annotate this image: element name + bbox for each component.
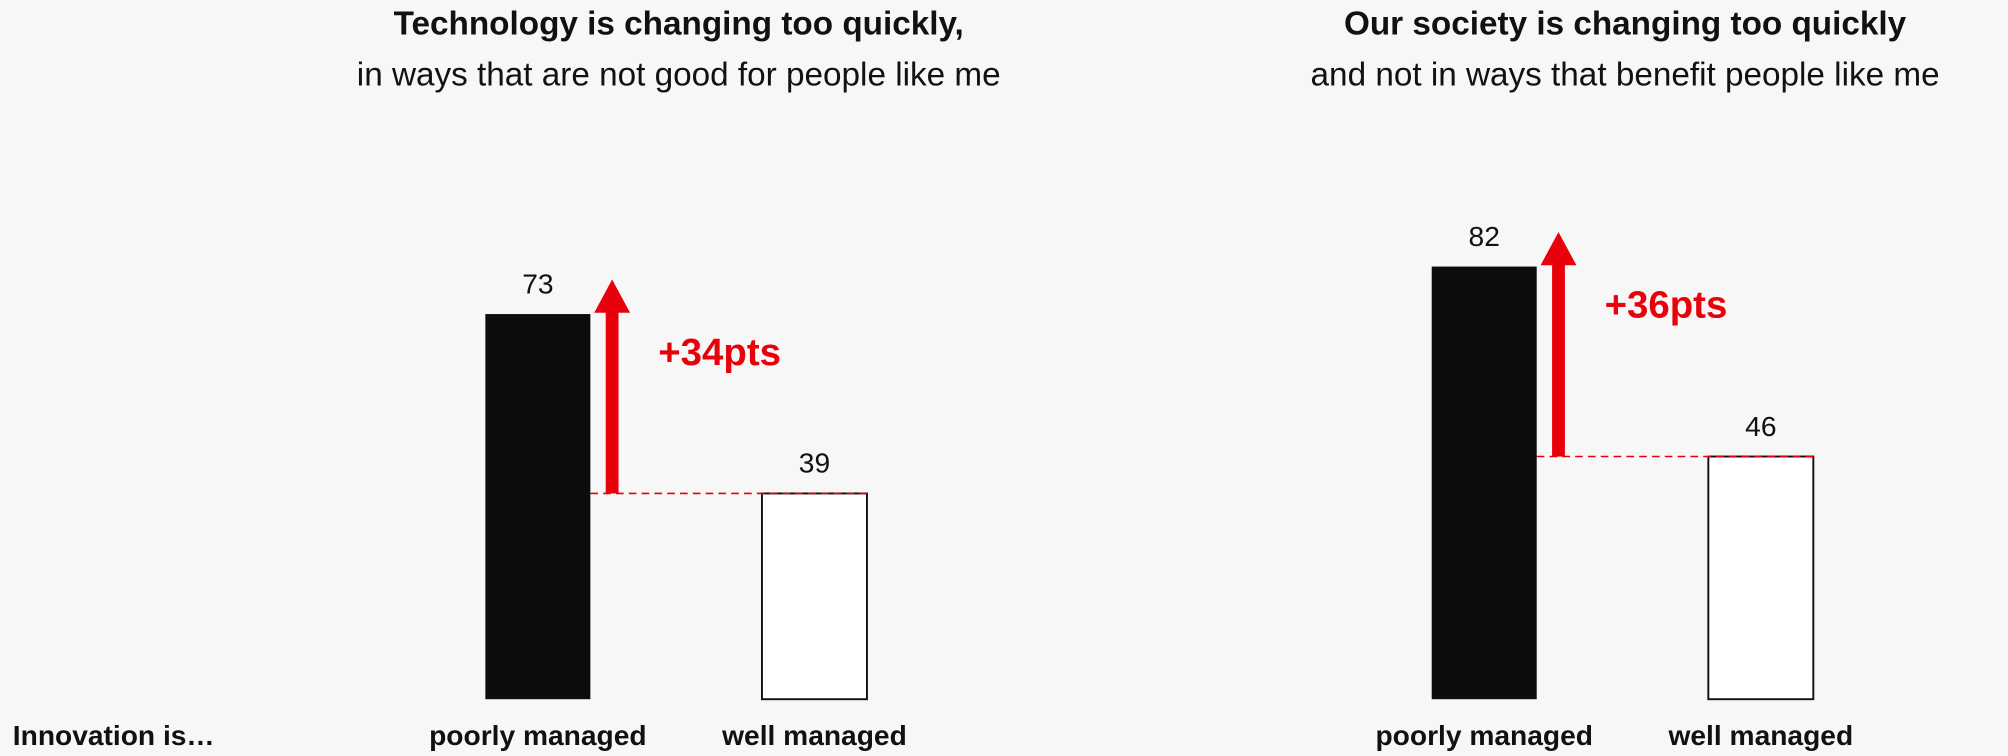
category-label: well managed	[721, 719, 907, 751]
chart-subtitle: in ways that are not good for people lik…	[357, 57, 1001, 94]
annotation: +34pts	[658, 331, 781, 374]
value-label: 46	[1745, 410, 1776, 442]
bar	[485, 314, 591, 700]
category-axis-label: Innovation is…	[13, 719, 215, 751]
bar	[1431, 266, 1537, 700]
category-label: well managed	[1668, 719, 1854, 751]
value-label: 82	[1469, 220, 1500, 252]
arrow-shaft	[605, 308, 619, 494]
chart-subtitle: and not in ways that benefit people like…	[1311, 57, 1940, 94]
category-label: poorly managed	[429, 719, 646, 751]
chart-title: Our society is changing too quickly	[1344, 5, 1907, 42]
arrow-head	[594, 279, 631, 313]
arrow-head	[1540, 231, 1577, 266]
bar	[760, 492, 868, 701]
value-label: 73	[522, 267, 553, 299]
value-label: 39	[799, 447, 830, 479]
category-label: poorly managed	[1375, 719, 1592, 751]
arrow-shaft	[1552, 261, 1565, 457]
bar	[1707, 455, 1815, 701]
chart-title: Technology is changing too quickly,	[394, 5, 964, 42]
content: Innovation is… Technology is changing to…	[13, 5, 1940, 751]
annotation: +36pts	[1605, 284, 1728, 327]
